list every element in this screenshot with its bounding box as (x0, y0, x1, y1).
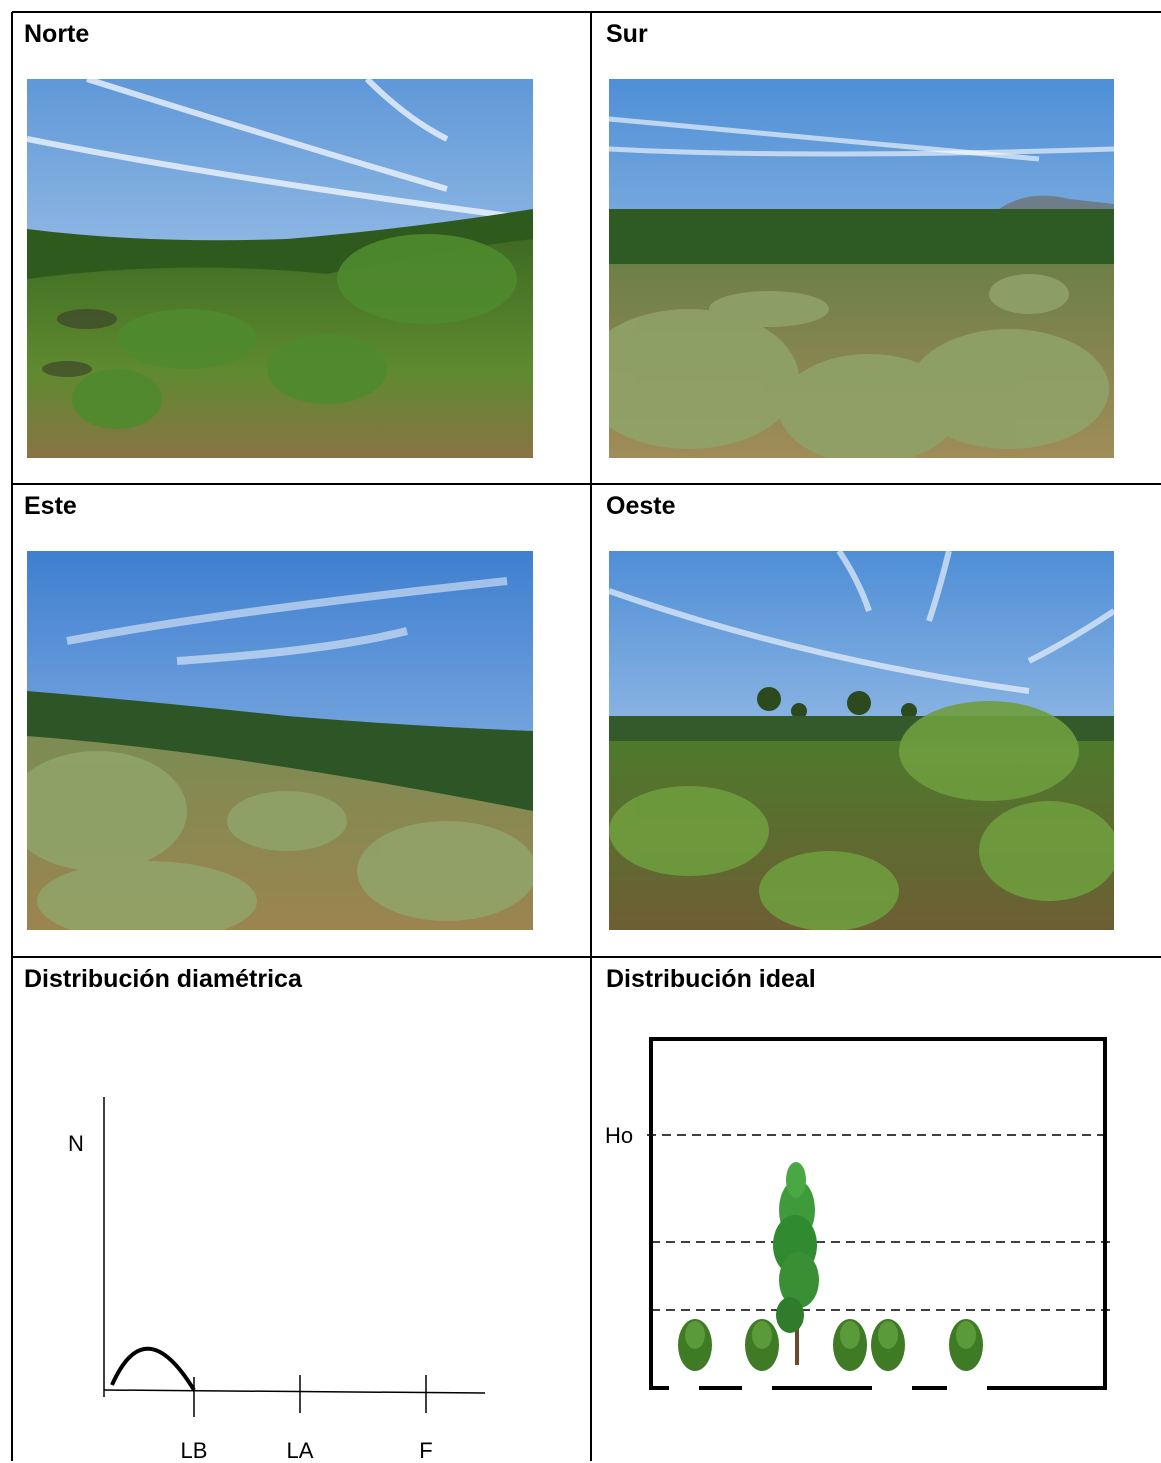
cell-title-distribucion-ideal: Distribución ideal (606, 965, 816, 993)
shrub-icon-3 (833, 1319, 867, 1371)
height-label-ho: Ho (605, 1123, 634, 1148)
cell-title-norte: Norte (24, 20, 90, 48)
photo-este (27, 551, 533, 930)
shrub-icons (678, 1319, 983, 1371)
shrub-icon-2 (745, 1319, 779, 1371)
cell-title-este: Este (24, 492, 77, 520)
shrub-icon-4 (871, 1319, 905, 1371)
ideal-distribution-diagram (592, 1037, 1112, 1391)
y-axis-label: N (68, 1131, 84, 1156)
cell-title-sur: Sur (606, 20, 648, 48)
cell-title-oeste: Oeste (606, 492, 676, 520)
tick-label-la: LA (286, 1438, 314, 1463)
tick-label-f: F (419, 1438, 433, 1463)
photo-oeste (609, 551, 1114, 930)
tree-icon (773, 1162, 819, 1365)
photo-sur (609, 79, 1114, 458)
shrub-icon-5 (949, 1319, 983, 1371)
x-axis (103, 1389, 486, 1394)
cell-title-distribucion-diametrica: Distribución diamétrica (24, 965, 302, 993)
distribution-curve (110, 1346, 196, 1392)
tick-label-lb: LB (180, 1438, 208, 1463)
shrub-icon-1 (678, 1319, 712, 1371)
diametric-chart (103, 1097, 486, 1417)
photo-norte (27, 79, 533, 458)
